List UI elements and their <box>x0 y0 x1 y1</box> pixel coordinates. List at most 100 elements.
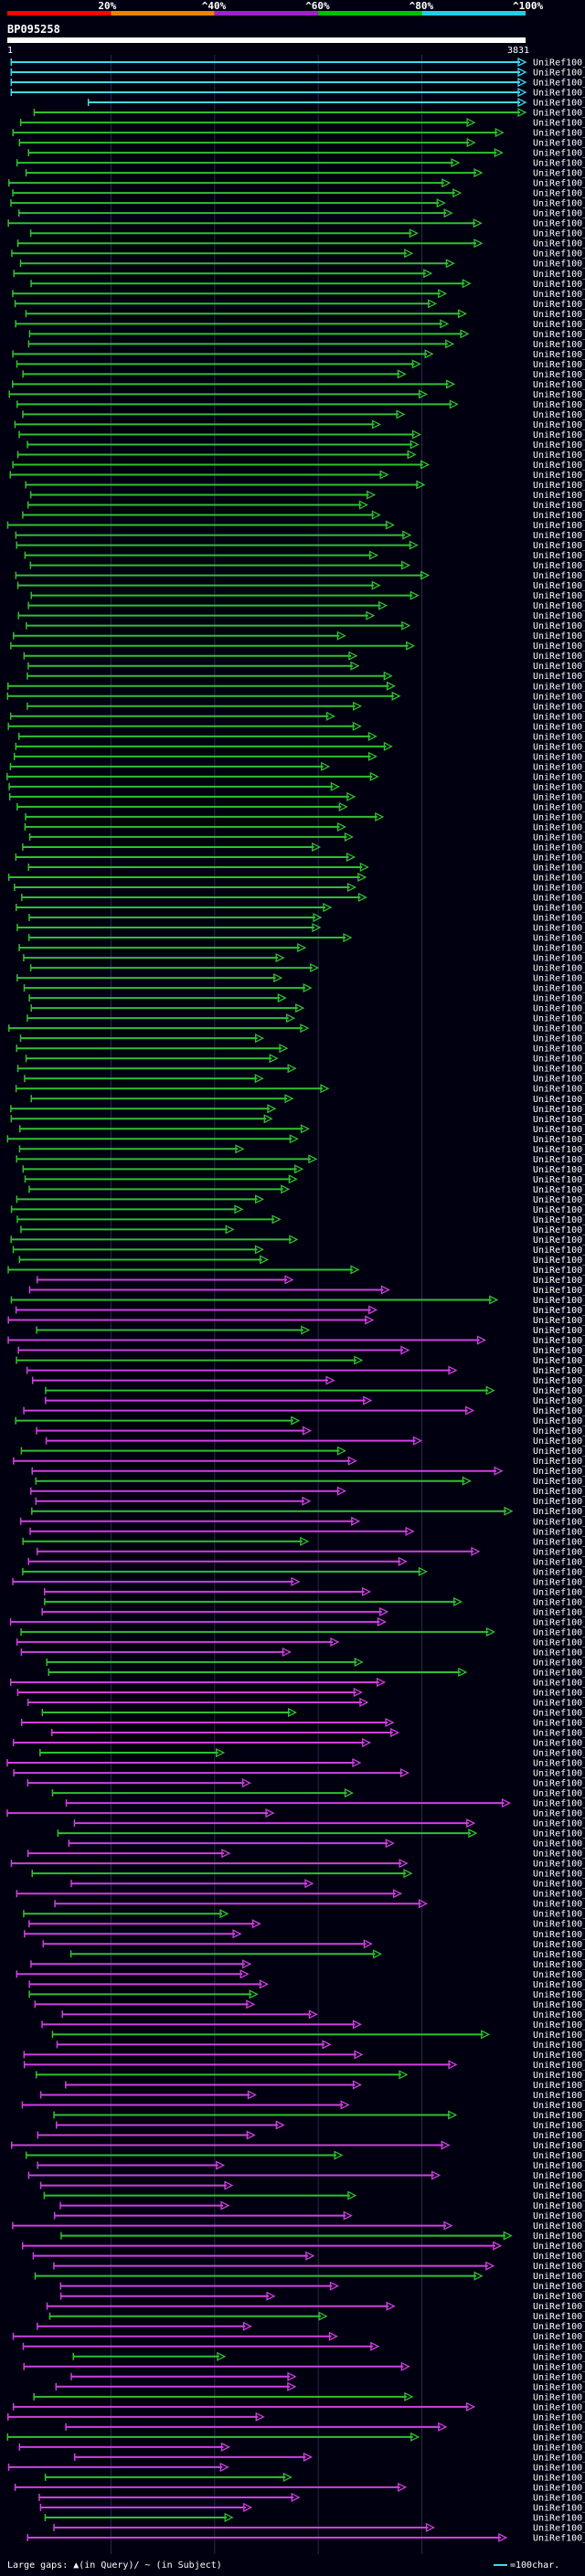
hit-label[interactable]: UniRef100_A2CDR3 <box>533 1386 585 1396</box>
hit-row[interactable]: UniRef100_B4J949 <box>11 249 585 260</box>
hit-row[interactable]: UniRef100_P73677 <box>24 1174 585 1185</box>
hit-row[interactable]: UniRef100_Q7UWH4 <box>18 1144 585 1155</box>
hit-row[interactable]: UniRef100_A3IS76 <box>27 862 585 873</box>
hit-label[interactable]: UniRef100_A3IS76 <box>533 863 585 873</box>
hit-label[interactable]: UniRef100_B0BY10 <box>533 1085 585 1095</box>
hit-row[interactable]: UniRef100_B8HM75 <box>23 983 585 994</box>
hit-label[interactable]: UniRef100_B9YUZ9 <box>533 410 585 420</box>
hit-row[interactable]: UniRef100_A4A2F0 <box>10 1204 585 1215</box>
hit-label[interactable]: UniRef100_Q7UH31 <box>533 1457 585 1467</box>
hit-row[interactable]: UniRef100_A7QTW6 <box>12 1737 585 1749</box>
hit-label[interactable]: UniRef100_B2FUU2 <box>533 1910 585 1920</box>
hit-row[interactable]: UniRef100_A7HC42 <box>17 1345 585 1356</box>
hit-row[interactable]: UniRef100_B9HHA9 <box>6 691 585 702</box>
hit-row[interactable]: UniRef100_B4V463 <box>33 2391 585 2402</box>
hit-row[interactable]: UniRef100_B8JSF3 <box>28 1919 585 1930</box>
hit-row[interactable]: UniRef100_Q00T63 <box>87 97 585 109</box>
hit-label[interactable]: UniRef100_A4SPP3 <box>533 2372 585 2382</box>
hit-label[interactable]: UniRef100_A3ZZY9 <box>533 1436 585 1447</box>
hit-row[interactable]: UniRef100_UP1000.. <box>6 1808 585 1819</box>
hit-row[interactable]: UniRef100_UP1000.. <box>41 2019 585 2030</box>
hit-row[interactable]: UniRef100_Q55406 <box>16 902 585 914</box>
hit-label[interactable]: UniRef100_Q6GQE2 <box>533 2000 585 2010</box>
hit-row[interactable]: UniRef100_B9YUZ9 <box>22 409 585 420</box>
hit-label[interactable]: UniRef100_UP1000.. <box>533 2453 585 2463</box>
hit-label[interactable]: UniRef100_A4EN08 <box>533 1095 585 1105</box>
hit-row[interactable]: UniRef100_Q0TVB0 <box>36 1325 585 1336</box>
hit-label[interactable]: UniRef100_C1N7M7 <box>533 1960 585 1970</box>
hit-row[interactable]: UniRef100_B0DLL9 <box>50 1727 585 1739</box>
hit-label[interactable]: UniRef100_C3KCL0 <box>533 2513 585 2523</box>
hit-row[interactable]: UniRef100_Q65797 <box>27 148 585 159</box>
hit-row[interactable]: UniRef100_Q82HE2 <box>55 2120 585 2131</box>
hit-row[interactable]: UniRef100_Q0617G <box>28 329 585 340</box>
hit-label[interactable]: UniRef100_B7KIY1 <box>533 501 585 511</box>
hit-label[interactable]: UniRef100_B5HB16 <box>533 1759 585 1769</box>
hit-label[interactable]: UniRef100_Q9T3E3 <box>533 1980 585 1990</box>
hit-label[interactable]: UniRef100_B1VU11 <box>533 1930 585 1940</box>
hit-label[interactable]: UniRef100_Q8MPB1 <box>533 1900 585 1910</box>
hit-label[interactable]: UniRef100_UP1000.. <box>533 1527 585 1537</box>
hit-row[interactable]: UniRef100_A5QWN9 <box>29 560 585 571</box>
hit-label[interactable]: UniRef100_B4SF32 <box>533 1497 585 1507</box>
hit-label[interactable]: UniRef100_A7HC42 <box>533 1346 585 1356</box>
hit-label[interactable]: UniRef100_D0BE18 <box>533 1517 585 1527</box>
hit-label[interactable]: UniRef100_A8GW07 <box>533 1266 585 1276</box>
hit-row[interactable]: UniRef100_UP1000.. <box>73 2452 585 2463</box>
hit-label[interactable]: UniRef100_Q65Y46 <box>533 360 585 370</box>
hit-label[interactable]: UniRef100_A6WED5 <box>533 1316 585 1326</box>
hit-label[interactable]: UniRef100_Q7NCW0 <box>533 974 585 984</box>
hit-row[interactable]: UniRef100_UP1000.. <box>16 1889 585 1900</box>
hit-row[interactable]: UniRef100_Q60171 <box>7 872 585 883</box>
hit-label[interactable]: UniRef100_A9WQN8 <box>533 1940 585 1950</box>
hit-label[interactable]: UniRef100_B5QP52 <box>533 1779 585 1789</box>
hit-row[interactable]: UniRef100_B8K6Y4 <box>55 2381 585 2392</box>
hit-label[interactable]: UniRef100_A2VZR0 <box>533 2292 585 2302</box>
hit-row[interactable]: UniRef100_Q1PJN0 <box>10 641 585 652</box>
hit-row[interactable]: UniRef100_A7QID3 <box>8 178 585 189</box>
hit-row[interactable]: UniRef100_Q15MK7 <box>22 2341 585 2352</box>
hit-label[interactable]: UniRef100_B3FR62 <box>533 1507 585 1517</box>
hit-label[interactable]: UniRef100_B4WGN6 <box>533 832 585 843</box>
hit-row[interactable]: UniRef100_A1TG80 <box>53 2210 585 2221</box>
hit-row[interactable]: UniRef100_Q4CKQ6 <box>48 2311 585 2322</box>
hit-row[interactable]: UniRef100_Q01N66 <box>22 842 585 853</box>
hit-row[interactable]: UniRef100_Q3AJT1 <box>65 2422 585 2433</box>
hit-row[interactable]: UniRef100_Q8YQT2 <box>19 1034 585 1044</box>
hit-row[interactable]: UniRef100_B7KE48 <box>22 510 585 521</box>
hit-row[interactable]: UniRef100_A9RH63 <box>33 108 585 119</box>
hit-row[interactable]: UniRef100_Q5KBE9 <box>43 1586 585 1597</box>
hit-row[interactable]: UniRef100_B1XH27 <box>23 953 585 964</box>
hit-row[interactable]: UniRef100_A4SPP3 <box>70 2371 585 2382</box>
hit-label[interactable]: UniRef100_Q8YQT2 <box>533 1034 585 1044</box>
hit-label[interactable]: UniRef100_C1F7P8 <box>533 853 585 863</box>
hit-label[interactable]: UniRef100_Q8DI0T <box>533 591 585 601</box>
hit-row[interactable]: UniRef100_UP1000.. <box>29 1526 585 1537</box>
hit-row[interactable]: UniRef100_Q5A747 <box>27 1849 585 1860</box>
hit-row[interactable]: UniRef100_C1E764 <box>10 77 585 89</box>
hit-row[interactable]: UniRef100_B7KS69 <box>8 781 585 792</box>
hit-row[interactable]: UniRef100_B1VU11 <box>24 1929 585 1940</box>
hit-row[interactable]: UniRef100_A4CX9L <box>27 339 585 350</box>
hit-row[interactable]: UniRef100_Q6NB50 <box>37 2160 585 2171</box>
hit-row[interactable]: UniRef100_A6WED5 <box>7 1315 585 1326</box>
hit-label[interactable]: UniRef100_B9HK20 <box>533 822 585 832</box>
hit-row[interactable]: UniRef100_C7QC19 <box>20 1446 585 1457</box>
hit-row[interactable]: UniRef100_Q94523 <box>20 1627 585 1638</box>
hit-row[interactable]: UniRef100_A3YZN0 <box>22 369 585 380</box>
hit-label[interactable]: UniRef100_Q3KUL7 <box>533 1225 585 1235</box>
hit-row[interactable]: UniRef100_B4WGN6 <box>28 832 585 843</box>
hit-label[interactable]: UniRef100_B4WNN0 <box>533 1135 585 1145</box>
hit-label[interactable]: UniRef100_Q9HF82 <box>533 2322 585 2332</box>
hit-label[interactable]: UniRef100_C3C1K1 <box>533 1467 585 1477</box>
hit-row[interactable]: UniRef100_Q7V3D2 <box>26 620 585 631</box>
hit-label[interactable]: UniRef100_Q55406 <box>533 904 585 914</box>
hit-label[interactable]: UniRef100_Q6YPB5 <box>533 914 585 924</box>
hit-row[interactable]: UniRef100_B3Q456 <box>36 1426 585 1436</box>
hit-label[interactable]: UniRef100_A0C5D8 <box>533 481 585 491</box>
hit-label[interactable]: UniRef100_A3VD5C <box>533 1416 585 1426</box>
hit-label[interactable]: UniRef100_B7VRM2 <box>533 1678 585 1688</box>
hit-label[interactable]: UniRef100_UP1000.. <box>533 1880 585 1890</box>
hit-label[interactable]: UniRef100_A5DNM0 <box>533 1870 585 1880</box>
hit-label[interactable]: UniRef100_A1CQ94 <box>533 2221 585 2231</box>
